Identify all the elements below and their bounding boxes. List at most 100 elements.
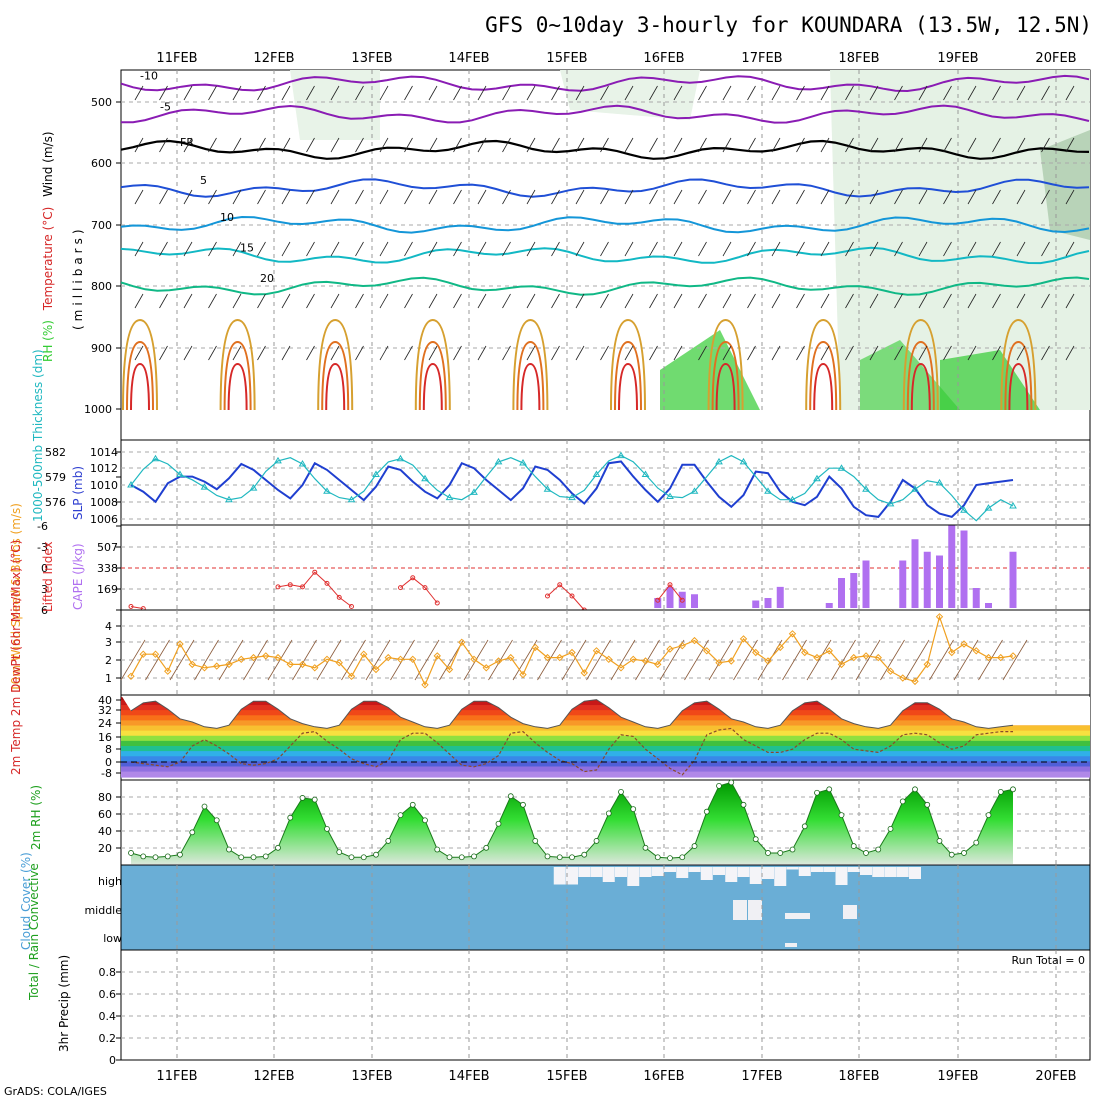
rh2m-point bbox=[642, 844, 649, 851]
wind-barb bbox=[257, 345, 266, 361]
cloud-gap bbox=[664, 867, 676, 872]
wind-barb bbox=[796, 85, 805, 101]
li-point bbox=[410, 575, 416, 581]
thickness-marker bbox=[519, 458, 527, 466]
cloud-gap-mid bbox=[785, 943, 797, 947]
thickness-marker bbox=[911, 485, 919, 492]
wind-barb bbox=[257, 85, 266, 101]
wind-barb bbox=[992, 137, 1001, 153]
wind-barb bbox=[551, 85, 560, 101]
rh2m-point bbox=[458, 854, 465, 861]
wind10-point bbox=[139, 650, 147, 658]
temp-band bbox=[121, 735, 1090, 742]
wind10-point bbox=[543, 653, 552, 662]
cloud-gap bbox=[725, 867, 738, 882]
wind-barb bbox=[575, 137, 585, 153]
wind-barb bbox=[894, 345, 903, 361]
surface-barb bbox=[169, 639, 195, 681]
cloud-gap-mid bbox=[843, 905, 857, 919]
ylabel-cape: CAPE (J/kg) bbox=[71, 543, 85, 610]
rh2m-point bbox=[887, 825, 894, 832]
chart-title: GFS 0~10day 3-hourly for KOUNDARA (13.5W… bbox=[485, 13, 1092, 37]
ylabel-slp: SLP (mb) bbox=[71, 466, 85, 520]
wind-barb bbox=[845, 293, 854, 309]
temp-band bbox=[121, 740, 1090, 747]
rh2m-point bbox=[324, 825, 330, 832]
low-isotherm bbox=[910, 362, 931, 410]
date-label-bottom: 17FEB bbox=[741, 1069, 782, 1084]
wind-barb bbox=[232, 345, 242, 361]
wind-barb bbox=[992, 85, 1001, 101]
wind-barb bbox=[232, 137, 242, 153]
wind-barb bbox=[600, 85, 609, 101]
wind-barb bbox=[134, 293, 144, 309]
wind-barb bbox=[281, 85, 291, 101]
y-tick-label: 1014 bbox=[90, 446, 118, 459]
surface-barb bbox=[218, 639, 244, 681]
thickness-marker bbox=[764, 487, 772, 494]
wind10-point bbox=[188, 660, 196, 669]
wind-barb bbox=[771, 137, 781, 153]
isotherm-label: 5 bbox=[200, 174, 207, 187]
y-tick-label: 0 bbox=[105, 756, 112, 769]
ylabel-lifted-index: Lifted Index bbox=[41, 541, 55, 612]
thickness-marker bbox=[127, 481, 135, 488]
date-label-top: 13FEB bbox=[351, 51, 392, 66]
cloud-gap bbox=[798, 867, 811, 876]
isotherm-label: -5 bbox=[160, 100, 171, 113]
wind-barb bbox=[159, 241, 168, 257]
cape-bar bbox=[899, 560, 907, 608]
rh2m-point bbox=[838, 812, 845, 819]
wind-barb bbox=[943, 345, 952, 361]
y-tick-label: 700 bbox=[91, 219, 112, 232]
wind-barb bbox=[208, 189, 217, 205]
rh2m-point bbox=[177, 851, 183, 858]
temp-band bbox=[121, 710, 1090, 717]
wind-barb bbox=[624, 293, 634, 309]
wind-barb bbox=[306, 293, 315, 309]
rh2m-point bbox=[912, 786, 918, 793]
rh2m-point bbox=[679, 854, 686, 861]
isotherm-line bbox=[121, 74, 1090, 93]
wind-barb bbox=[232, 293, 242, 309]
wind-barb bbox=[747, 345, 756, 361]
date-label-top: 11FEB bbox=[156, 51, 197, 66]
li-point bbox=[398, 585, 403, 591]
low-isotherm bbox=[227, 362, 248, 410]
date-label-top: 17FEB bbox=[741, 51, 782, 66]
wind-barb bbox=[134, 189, 144, 205]
wind-barb bbox=[820, 85, 830, 101]
low-isotherm bbox=[321, 340, 350, 410]
thickness-marker bbox=[225, 495, 233, 503]
date-label-top: 14FEB bbox=[448, 51, 489, 66]
wind-barb bbox=[477, 345, 487, 361]
rh2m-point bbox=[985, 812, 992, 819]
wind-barb bbox=[526, 137, 536, 153]
wind-barb bbox=[845, 85, 854, 101]
wind-barb bbox=[796, 345, 805, 361]
rh2m-point bbox=[691, 843, 698, 849]
date-axis-top: 11FEB 12FEB 13FEB 14FEB 15FEB 16FEB 17FEB 18FEB… bbox=[156, 51, 1076, 66]
wind10-point bbox=[801, 648, 809, 657]
wind-barb bbox=[600, 293, 609, 309]
wind-barb bbox=[502, 241, 511, 257]
wind-barb bbox=[820, 345, 830, 361]
wind-barb bbox=[673, 345, 683, 361]
rh2m-point bbox=[1010, 786, 1016, 793]
date-label-top: 20FEB bbox=[1035, 51, 1076, 66]
wind-barb bbox=[673, 293, 683, 309]
temp-band bbox=[121, 705, 1090, 712]
y-tick-label: 900 bbox=[91, 342, 112, 355]
thickness-marker bbox=[592, 470, 601, 477]
wind10-point bbox=[850, 653, 858, 662]
wind-barb bbox=[894, 85, 903, 101]
wind10-point bbox=[360, 650, 368, 658]
wind-barb bbox=[477, 293, 487, 309]
wind-barb bbox=[232, 241, 242, 257]
cloud-gap bbox=[774, 867, 787, 886]
wind10-point bbox=[274, 653, 282, 662]
low-isotherm bbox=[711, 340, 740, 410]
isotherm-line bbox=[121, 139, 1090, 160]
wind-barb bbox=[257, 293, 266, 309]
